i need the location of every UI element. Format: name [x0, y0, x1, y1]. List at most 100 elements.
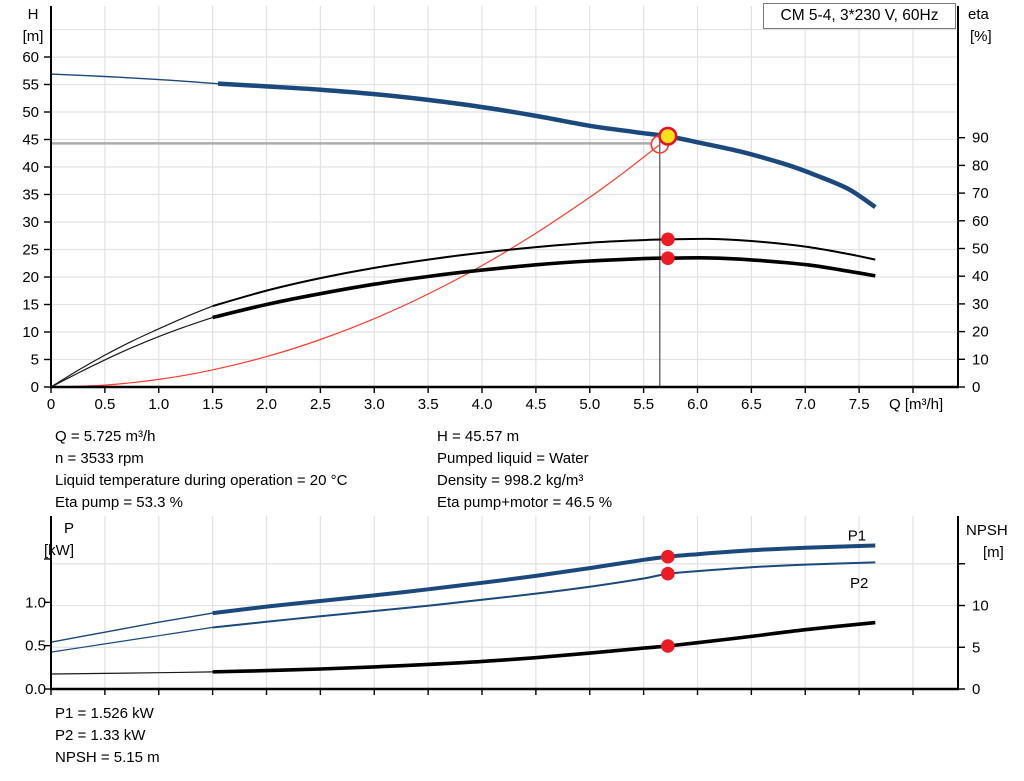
svg-text:20: 20 — [22, 269, 39, 286]
y-left-axis-unit: [m] — [23, 28, 44, 45]
info-line: P2 = 1.33 kW — [55, 727, 146, 744]
svg-text:50: 50 — [972, 241, 989, 258]
svg-text:5.5: 5.5 — [633, 396, 654, 413]
operating-data-left: Q = 5.725 m³/h n = 3533 rpm Liquid tempera… — [55, 426, 347, 514]
svg-text:90: 90 — [972, 130, 989, 147]
svg-text:70: 70 — [972, 185, 989, 202]
info-line: Eta pump+motor = 46.5 % — [437, 494, 613, 511]
p2-duty-dot — [661, 566, 675, 581]
curve-label-p2: P2 — [850, 575, 868, 592]
info-line: H = 45.57 m — [437, 428, 520, 445]
curve-label-p1: P1 — [848, 528, 866, 545]
svg-text:10: 10 — [22, 324, 39, 341]
duty-point[interactable] — [658, 126, 678, 146]
svg-text:50: 50 — [22, 104, 39, 121]
pump-curve — [217, 81, 877, 209]
p2-curve-ext — [50, 626, 213, 653]
npsh-curve-ext — [50, 671, 213, 675]
power-npsh-chart-y-axis-left: 0.0 0.5 1.0 — [25, 558, 51, 698]
svg-text:40: 40 — [22, 159, 39, 176]
svg-text:1.5: 1.5 — [202, 396, 223, 413]
x-axis-title: Q [m³/h] — [889, 396, 943, 413]
pump-curve-ext — [50, 73, 219, 85]
svg-text:5.0: 5.0 — [579, 396, 600, 413]
svg-text:3.0: 3.0 — [364, 396, 385, 413]
eta-pump-motor-curve-ext — [50, 316, 213, 388]
info-line: Liquid temperature during operation = 20… — [55, 472, 348, 489]
hq-eta-chart-x-axis-ticks: 0 0.5 1.0 1.5 2.0 2.5 3.0 3.5 4.0 4.5 5.0 5.5 6.0 6.5… — [47, 387, 943, 413]
svg-text:40: 40 — [972, 268, 989, 285]
svg-text:10: 10 — [972, 351, 989, 368]
power-npsh-chart-axes — [50, 516, 959, 691]
eta-pump-motor-curve — [212, 256, 876, 320]
y-left-axis-title: P — [64, 520, 74, 537]
svg-text:60: 60 — [22, 49, 39, 66]
pump-model-title-box: CM 5-4, 3*230 V, 60Hz — [763, 3, 956, 29]
system-curve — [50, 144, 661, 388]
info-line: P1 = 1.526 kW — [55, 705, 154, 722]
operating-data-right: H = 45.57 m Pumped liquid = Water Density … — [437, 426, 612, 514]
svg-text:0: 0 — [972, 379, 980, 396]
y-right-axis-unit: [m] — [983, 544, 1004, 561]
svg-text:2.0: 2.0 — [256, 396, 277, 413]
hq-eta-chart-grid — [51, 6, 958, 387]
info-line: Eta pump = 53.3 % — [55, 494, 183, 511]
svg-text:15: 15 — [22, 297, 39, 314]
eta-pump-duty-dot — [661, 232, 675, 247]
svg-text:4.0: 4.0 — [472, 396, 493, 413]
result-data: P1 = 1.526 kW P2 = 1.33 kW NPSH = 5.15 m — [55, 703, 160, 769]
hq-eta-chart: 0 0.5 1.0 1.5 2.0 2.5 3.0 3.5 4.0 4.5 5.0 5.5 6.0 6.5… — [22, 6, 992, 413]
svg-text:30: 30 — [972, 296, 989, 313]
svg-text:7.5: 7.5 — [849, 396, 870, 413]
npsh-curve — [212, 620, 876, 674]
y-left-axis-unit: [kW] — [44, 542, 74, 559]
info-line: Q = 5.725 m³/h — [55, 428, 156, 445]
eta-pump-motor-duty-dot — [661, 251, 675, 265]
svg-text:30: 30 — [22, 214, 39, 231]
info-line: NPSH = 5.15 m — [55, 749, 160, 766]
svg-text:4.5: 4.5 — [525, 396, 546, 413]
p1-curve — [212, 543, 876, 616]
svg-text:20: 20 — [972, 324, 989, 341]
svg-text:35: 35 — [22, 187, 39, 204]
svg-text:6.5: 6.5 — [741, 396, 762, 413]
svg-text:0: 0 — [972, 681, 980, 698]
svg-text:1.0: 1.0 — [148, 396, 169, 413]
svg-text:0: 0 — [31, 379, 39, 396]
eta-pump-curve — [212, 237, 876, 308]
svg-text:0.0: 0.0 — [25, 681, 46, 698]
svg-text:5: 5 — [972, 639, 980, 656]
y-left-axis-title: H — [28, 6, 39, 23]
svg-text:0: 0 — [47, 396, 55, 413]
svg-text:6.0: 6.0 — [687, 396, 708, 413]
power-npsh-chart: 0.0 0.5 1.0 0 5 10 P [kW] NPSH [m] P1 P2 — [25, 516, 1008, 698]
svg-text:0.5: 0.5 — [94, 396, 115, 413]
svg-text:25: 25 — [22, 242, 39, 259]
hq-eta-chart-y-axis-left: 0 5 10 15 20 25 30 35 40 45 50 55 60 — [22, 49, 51, 396]
p1-curve-ext — [50, 612, 213, 643]
power-npsh-chart-x-axis-ticks — [50, 689, 914, 695]
info-line: Density = 998.2 kg/m³ — [437, 472, 584, 489]
info-line: n = 3533 rpm — [55, 450, 144, 467]
svg-text:80: 80 — [972, 157, 989, 174]
power-npsh-chart-y-axis-right: 0 5 10 — [958, 563, 989, 698]
y-right-axis-title: eta — [968, 6, 990, 23]
svg-text:10: 10 — [972, 598, 989, 615]
y-right-axis-unit: [%] — [970, 28, 992, 45]
svg-text:2.5: 2.5 — [310, 396, 331, 413]
svg-text:60: 60 — [972, 213, 989, 230]
svg-text:3.5: 3.5 — [418, 396, 439, 413]
hq-eta-chart-y-axis-right: 0 10 20 30 40 50 60 70 80 90 — [958, 130, 989, 396]
svg-text:45: 45 — [22, 132, 39, 149]
p2-curve — [212, 561, 876, 629]
power-npsh-chart-grid — [51, 516, 958, 689]
p1-duty-dot — [661, 549, 675, 564]
svg-text:0.5: 0.5 — [25, 638, 46, 655]
eta-pump-curve-ext — [50, 305, 213, 388]
hq-eta-chart-axes — [50, 6, 959, 389]
svg-text:5: 5 — [31, 352, 39, 369]
npsh-duty-dot — [661, 639, 675, 653]
info-line: Pumped liquid = Water — [437, 450, 589, 467]
